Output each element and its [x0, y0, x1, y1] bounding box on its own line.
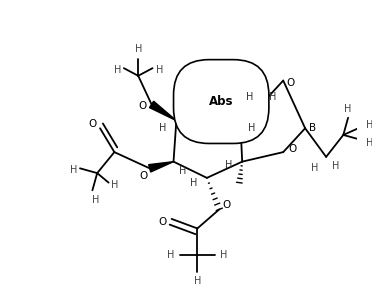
Text: H: H	[113, 65, 121, 75]
Text: Abs: Abs	[209, 95, 234, 108]
Text: O: O	[88, 120, 97, 130]
Text: H: H	[155, 65, 163, 75]
Text: H: H	[332, 161, 339, 171]
Text: H: H	[194, 276, 201, 286]
Text: H: H	[70, 165, 77, 175]
Text: H: H	[311, 163, 318, 173]
Text: O: O	[158, 217, 166, 227]
Text: H: H	[225, 160, 232, 170]
Text: H: H	[248, 123, 256, 133]
Text: H: H	[366, 120, 372, 130]
Text: O: O	[289, 144, 297, 154]
Text: H: H	[179, 166, 187, 176]
Polygon shape	[149, 162, 173, 172]
Polygon shape	[234, 94, 241, 121]
Text: O: O	[138, 101, 146, 111]
Text: H: H	[92, 195, 99, 205]
Text: H: H	[159, 123, 167, 133]
Text: H: H	[344, 104, 352, 114]
Text: H: H	[220, 250, 228, 260]
Polygon shape	[150, 101, 176, 121]
Text: H: H	[135, 44, 142, 54]
Text: H: H	[111, 180, 118, 190]
Text: B: B	[309, 123, 316, 133]
Text: O: O	[223, 200, 231, 210]
Text: H: H	[246, 92, 253, 102]
Text: H: H	[167, 250, 174, 260]
Text: H: H	[269, 92, 276, 102]
Text: O: O	[287, 78, 295, 88]
Text: O: O	[199, 92, 207, 102]
Text: H: H	[366, 138, 372, 148]
Text: H: H	[190, 178, 197, 188]
Text: O: O	[140, 171, 148, 181]
